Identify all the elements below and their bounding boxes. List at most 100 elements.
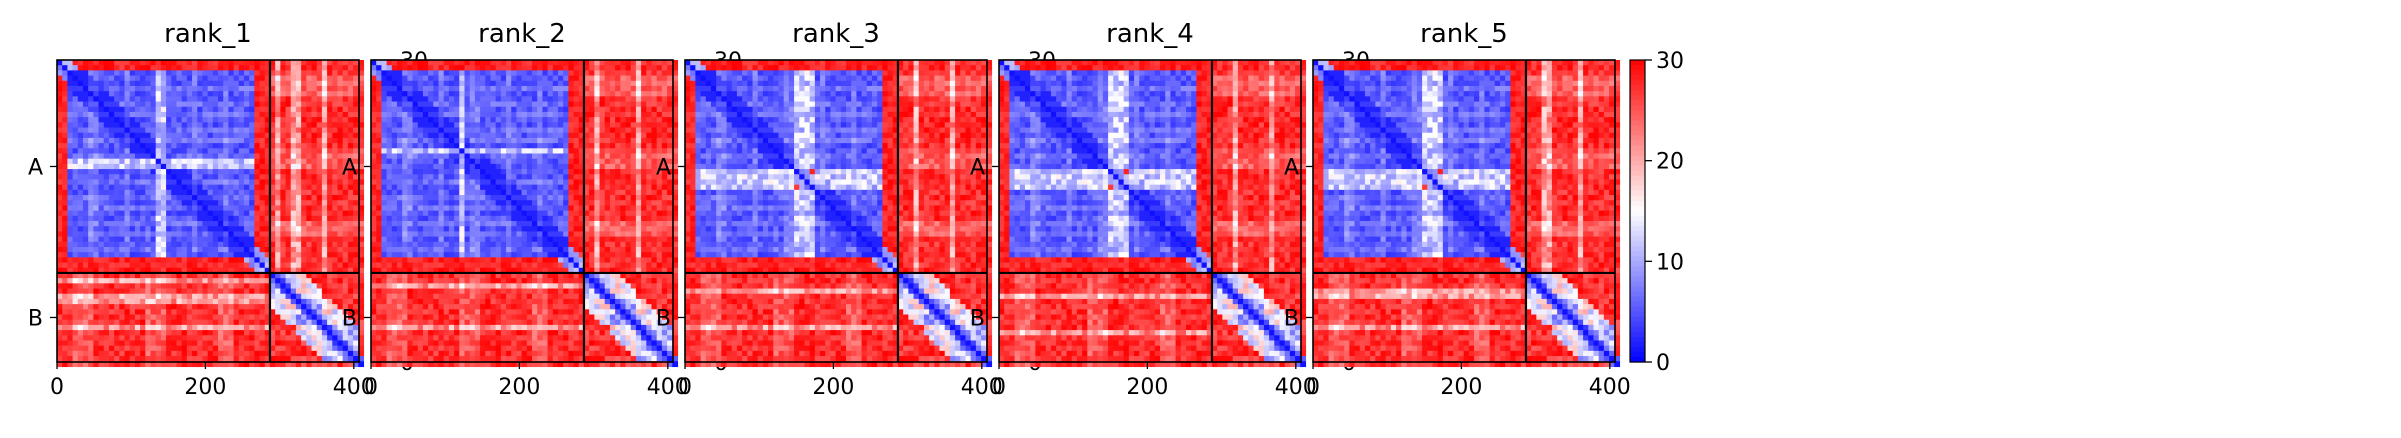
heatmap-cell [396, 96, 403, 103]
heatmap-cell [181, 231, 188, 238]
heatmap-cell [537, 85, 543, 92]
heatmap-cell [171, 158, 178, 165]
heatmap-cell [301, 278, 307, 284]
heatmap-cell [332, 80, 339, 87]
heatmap-cell [301, 85, 307, 92]
heatmap-cell [285, 293, 292, 300]
heatmap-cell [119, 169, 126, 175]
heatmap-cell [88, 96, 94, 103]
heatmap-cell [129, 221, 136, 227]
pae-panel-1: rank_10200400AB0102030 [28, 19, 428, 400]
heatmap-cell [391, 163, 398, 170]
heatmap-cell [316, 221, 323, 227]
heatmap-cell [275, 293, 281, 300]
heatmap-cell [337, 356, 344, 362]
heatmap-cell [228, 70, 235, 77]
heatmap-cell [202, 189, 209, 196]
heatmap-cell [150, 262, 157, 269]
heatmap-cell [295, 75, 302, 82]
heatmap-cell [155, 96, 162, 103]
heatmap-cell [557, 148, 564, 155]
heatmap-cell [93, 169, 100, 175]
heatmap-cell [119, 153, 126, 160]
heatmap-cell [249, 257, 255, 264]
heatmap-cell [620, 70, 627, 77]
heatmap-cell [212, 246, 219, 253]
heatmap-cell [108, 200, 115, 207]
heatmap-cell [186, 132, 193, 139]
heatmap-cell [114, 324, 120, 331]
heatmap-cell [280, 314, 287, 321]
heatmap-cell [171, 231, 178, 238]
heatmap-cell [212, 226, 219, 232]
heatmap-cell [181, 169, 188, 175]
heatmap-cell [552, 143, 559, 149]
heatmap-cell [667, 111, 673, 118]
heatmap-cell [464, 60, 471, 66]
heatmap-cell [347, 117, 354, 123]
heatmap-cell [609, 148, 616, 155]
heatmap-cell [353, 324, 359, 331]
heatmap-cell [311, 226, 318, 232]
heatmap-cell [620, 153, 627, 160]
heatmap-cell [181, 221, 188, 227]
heatmap-cell [469, 85, 476, 92]
heatmap-cell [218, 122, 224, 129]
heatmap-cell [207, 231, 214, 238]
heatmap-cell [563, 60, 569, 66]
heatmap-cell [119, 75, 126, 82]
heatmap-cell [233, 200, 240, 207]
heatmap-cell [57, 60, 63, 66]
heatmap-cell [160, 241, 167, 248]
heatmap-cell [542, 111, 549, 118]
heatmap-cell [604, 96, 611, 103]
heatmap-cell [98, 153, 105, 160]
heatmap-cell [661, 179, 668, 186]
heatmap-cell [114, 80, 120, 87]
heatmap-cell [254, 241, 261, 248]
heatmap-cell [301, 200, 307, 207]
heatmap-cell [280, 215, 287, 222]
heatmap-cell [197, 319, 204, 326]
heatmap-cell [306, 200, 313, 207]
heatmap-cell [233, 85, 240, 92]
heatmap-cell [249, 158, 255, 165]
heatmap-cell [347, 272, 354, 279]
heatmap-cell [347, 106, 354, 113]
heatmap-cell [82, 80, 89, 87]
heatmap-cell [82, 231, 89, 238]
heatmap-cell [381, 179, 388, 186]
heatmap-cell [145, 148, 152, 155]
heatmap-cell [171, 278, 178, 284]
heatmap-cell [218, 106, 224, 113]
heatmap-cell [656, 80, 663, 87]
heatmap-cell [464, 132, 471, 139]
heatmap-cell [630, 60, 637, 66]
heatmap-cell [197, 148, 204, 155]
heatmap-cell [358, 200, 365, 207]
heatmap-cell [103, 335, 110, 342]
heatmap-cell [77, 304, 84, 310]
heatmap-cell [150, 246, 157, 253]
heatmap-cell [93, 278, 100, 284]
heatmap-cell [243, 236, 250, 243]
heatmap-cell [396, 153, 403, 160]
heatmap-cell [114, 267, 120, 274]
heatmap-cell [469, 137, 476, 144]
heatmap-cell [604, 80, 611, 87]
heatmap-cell [264, 91, 271, 97]
heatmap-cell [67, 236, 74, 243]
heatmap-cell [306, 278, 313, 284]
heatmap-cell [150, 236, 157, 243]
heatmap-cell [186, 210, 193, 217]
heatmap-cell [422, 137, 429, 144]
heatmap-cell [186, 298, 193, 305]
heatmap-cell [140, 200, 146, 207]
heatmap-cell [67, 137, 74, 144]
heatmap-cell [129, 75, 136, 82]
heatmap-cell [563, 122, 569, 129]
heatmap-cell [186, 148, 193, 155]
heatmap-cell [635, 106, 642, 113]
heatmap-cell [171, 226, 178, 232]
heatmap-cell [490, 179, 497, 186]
